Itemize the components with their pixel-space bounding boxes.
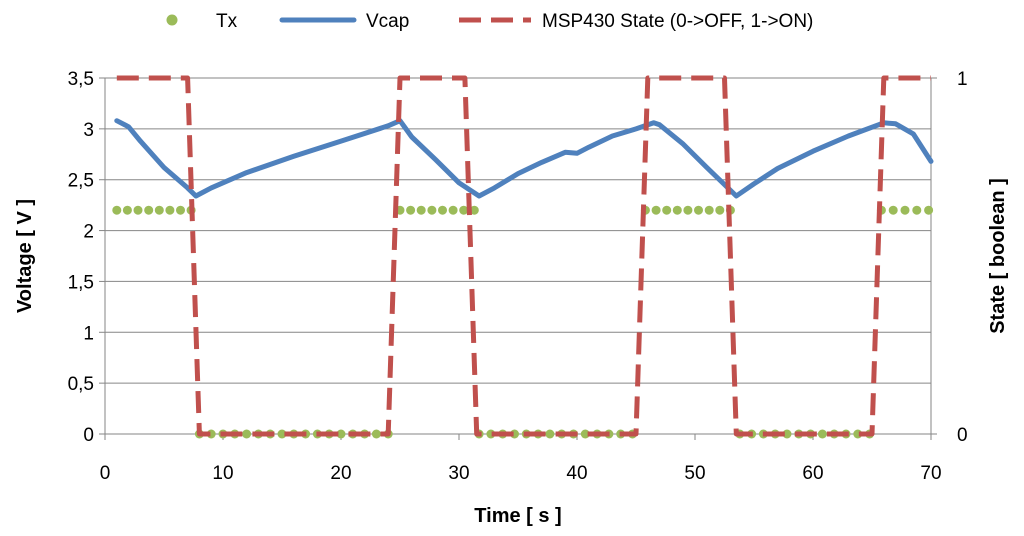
legend-vcap-label: Vcap [366,11,409,32]
state-line [116,75,931,437]
x-tick-label: 40 [566,463,587,484]
x-tick-label: 0 [100,463,111,484]
tx-point [469,205,479,215]
legend-tx-marker [166,14,178,26]
tx-point [133,205,143,215]
tx-point [277,429,287,439]
legend-tx-label: Tx [216,11,238,32]
y-tick-label: 1,5 [68,272,94,293]
y2-tick-label: 1 [957,69,968,90]
tx-point [165,205,175,215]
y2-tick-label: 0 [957,425,968,446]
tx-point [416,205,426,215]
tx-point [662,205,672,215]
legend-state-label: MSP430 State (0->OFF, 1->ON) [542,11,813,32]
tx-point [438,205,447,215]
tx-point [176,205,185,215]
tx-point [448,205,458,215]
tx-point [406,205,416,215]
y-tick-label: 3 [83,120,94,141]
x-tick-label: 50 [684,463,705,484]
grid [105,77,931,435]
tx-point [545,429,555,439]
series-tx [112,205,934,439]
tx-point [683,205,693,215]
tx-point [154,205,164,215]
tx-point [651,205,661,215]
tx-point [336,429,346,439]
y-axis-title: Voltage [ V ] [14,199,36,313]
x-tick-label: 30 [448,463,469,484]
x-tick-label: 20 [330,463,351,484]
series-vcap [114,118,934,199]
y-tick-label: 0,5 [68,374,94,395]
y-tick-label: 2 [83,222,94,243]
tx-point [672,205,682,215]
tx-point [912,205,922,215]
tx-point [427,205,437,215]
vcap-line [114,118,934,199]
x-axis-title: Time [ s ] [474,505,561,527]
y2-axis-title: State [ boolean ] [987,178,1009,334]
tx-point [112,205,122,215]
tx-point [704,205,714,215]
tx-point [459,205,469,215]
y-tick-label: 2,5 [68,171,94,192]
tx-point [694,205,703,215]
axes [99,77,937,440]
x-tick-label: 10 [212,463,233,484]
tx-point [580,429,590,439]
legend: Tx Vcap MSP430 State (0->OFF, 1->ON) [166,11,813,32]
x-tick-label: 60 [802,463,823,484]
tx-point [715,205,725,215]
series-state [116,75,931,437]
tx-point [900,205,910,215]
x-tick-label: 70 [920,463,941,484]
tx-point [144,205,154,215]
y-tick-label: 3,5 [68,69,94,90]
tx-point [817,429,827,439]
tx-point [924,205,934,215]
y-tick-label: 0 [83,425,94,446]
tx-point [888,205,898,215]
tx-point [371,429,381,439]
y-tick-label: 1 [83,323,94,344]
tx-point [242,429,252,439]
tx-point [122,205,132,215]
